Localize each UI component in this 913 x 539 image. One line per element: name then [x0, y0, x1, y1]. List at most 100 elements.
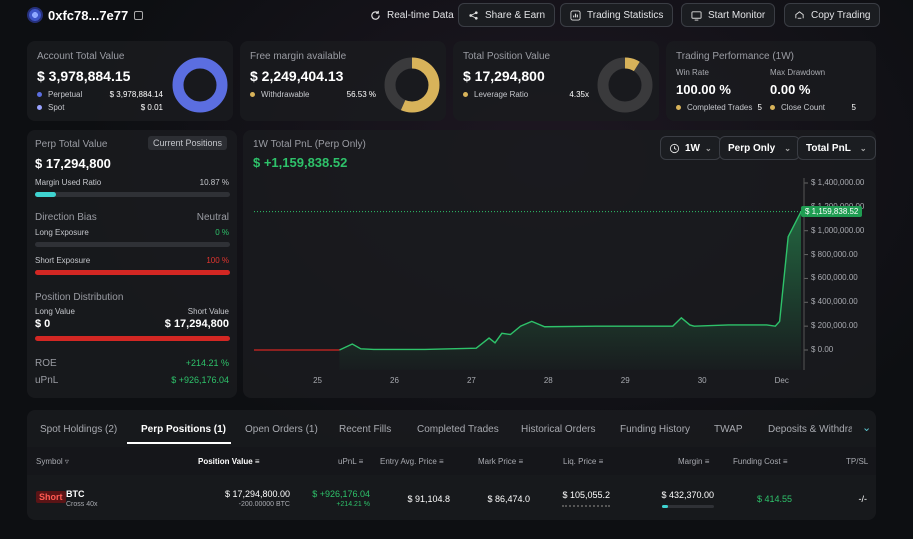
y-tick-label: $ 1,400,000.00	[811, 178, 865, 187]
margin-value: $ 432,370.00	[661, 490, 714, 500]
trading-statistics-button[interactable]: Trading Statistics	[560, 3, 674, 27]
long-exposure-label: Long Exposure	[35, 228, 89, 237]
winrate-label: Win Rate	[676, 68, 709, 77]
long-exposure-bar	[35, 242, 230, 247]
header-position-value[interactable]: Position Value ≡	[198, 457, 260, 466]
upnl-label: uPnL	[35, 375, 59, 386]
perp-row: Perpetual $ 3,978,884.14	[37, 90, 163, 99]
liq-distance-bar	[562, 505, 610, 507]
direction-bias-value: Neutral	[196, 212, 229, 223]
short-exposure-value: 100 %	[206, 256, 229, 265]
tab-spot-holdings[interactable]: Spot Holdings (2)	[40, 424, 118, 435]
chevron-down-icon: ⌄	[784, 143, 791, 153]
copy-trading-icon	[795, 10, 804, 19]
symbol[interactable]: BTC	[66, 489, 85, 499]
account-value-card: Account Total Value $ 3,978,884.15 Perpe…	[27, 41, 233, 121]
y-tick-label: $ 1,000,000.00	[811, 225, 865, 235]
header-margin[interactable]: Margin ≡	[678, 457, 710, 466]
realtime-data-label: Real-time Data	[387, 9, 454, 21]
short-exposure-label: Short Exposure	[35, 256, 91, 265]
margin-used-label: Margin Used Ratio	[35, 178, 102, 187]
free-margin-card: Free margin available $ 2,249,404.13 Wit…	[240, 41, 446, 121]
y-tick-label: $ 0.00	[811, 345, 834, 354]
avatar	[27, 7, 43, 23]
share-icon	[469, 10, 478, 20]
drawdown-value: 0.00 %	[770, 82, 811, 97]
perp-total-label: Perp Total Value	[35, 139, 108, 150]
tab-open-orders[interactable]: Open Orders (1)	[245, 424, 318, 435]
tab-historical-orders[interactable]: Historical Orders	[521, 424, 596, 435]
tpsl-value[interactable]: -/-	[858, 494, 868, 504]
tab-recent-fills[interactable]: Recent Fills	[339, 424, 392, 435]
perp-total-value: $ 17,294,800	[35, 156, 111, 171]
mark-price: $ 86,474.0	[487, 494, 530, 504]
short-value-label: Short Value	[187, 307, 229, 316]
copy-icon[interactable]	[134, 11, 143, 20]
header-liq-price[interactable]: Liq. Price ≡	[563, 457, 604, 466]
share-earn-button[interactable]: Share & Earn	[458, 3, 556, 27]
position-size: -200.00000 BTC	[238, 501, 290, 508]
tab-twap[interactable]: TWAP	[714, 424, 743, 435]
spot-row: Spot $ 0.01	[37, 103, 163, 112]
table-row[interactable]: Short BTC Cross 40x $ 17,294,800.00 -200…	[27, 478, 876, 518]
sort-icon: ≡	[704, 457, 710, 466]
withdrawable-label: Withdrawable	[261, 90, 310, 99]
free-margin-label: Free margin available	[250, 51, 347, 62]
tab-funding-history[interactable]: Funding History	[620, 424, 691, 435]
performance-label: Trading Performance (1W)	[676, 51, 794, 62]
spot-value: $ 0.01	[140, 103, 163, 112]
leverage-value: 4.35x	[569, 90, 589, 99]
drawdown-label: Max Drawdown	[770, 68, 826, 77]
margin-mode: Cross 40x	[66, 501, 98, 508]
long-exposure-value: 0 %	[215, 228, 229, 237]
margin-used-fill	[35, 192, 57, 197]
spot-dot	[37, 105, 42, 111]
sort-icon: ≡	[518, 457, 524, 466]
position-donut	[597, 57, 653, 113]
sort-icon: ≡	[782, 457, 788, 466]
chart-icon	[570, 9, 581, 21]
sort-icon: ≡	[439, 457, 444, 466]
short-exposure-bar	[35, 270, 230, 275]
copy-trading-button[interactable]: Copy Trading	[784, 3, 881, 27]
pnl-label: 1W Total PnL (Perp Only)	[253, 139, 366, 150]
chevron-down-icon[interactable]: ⌄	[862, 422, 872, 434]
header-mark-price[interactable]: Mark Price ≡	[478, 457, 524, 466]
long-value: $ 0	[35, 318, 51, 330]
account-value-label: Account Total Value	[37, 51, 125, 62]
header-symbol[interactable]: Symbol ▿	[36, 457, 69, 466]
perp-label: Perpetual	[48, 90, 83, 99]
pnl-line-positive	[339, 211, 802, 351]
x-tick-label: 28	[543, 376, 553, 385]
scope-select[interactable]: Perp Only ⌄	[719, 136, 800, 160]
header-upnl[interactable]: uPnL ≡	[338, 457, 364, 466]
x-tick-label: Dec	[774, 376, 789, 385]
pnl-area	[339, 211, 801, 370]
start-monitor-label: Start Monitor	[708, 9, 766, 21]
chevron-down-icon: ⌄	[859, 143, 867, 153]
position-value-card: Total Position Value $ 17,294,800 Levera…	[453, 41, 659, 121]
account-donut	[172, 57, 228, 113]
x-tick-label: 27	[466, 376, 476, 385]
filter-icon: ▿	[64, 457, 69, 466]
current-positions-tag[interactable]: Current Positions	[148, 136, 228, 150]
completed-dot	[676, 105, 681, 111]
row-upnl-pct: +214.21 %	[336, 501, 370, 508]
header-entry-price[interactable]: Entry Avg. Price ≡	[380, 457, 444, 466]
share-earn-label: Share & Earn	[485, 9, 546, 21]
tab-deposits-withdraw[interactable]: Deposits & Withdraw	[768, 424, 852, 435]
tab-completed-trades[interactable]: Completed Trades	[417, 424, 499, 435]
position-value: $ 17,294,800.00	[224, 489, 290, 499]
completed-value: 5	[757, 103, 762, 112]
margin-used-value: 10.87 %	[199, 178, 229, 187]
sort-icon: ≡	[598, 457, 604, 466]
realtime-data-button[interactable]: Real-time Data	[360, 3, 464, 27]
start-monitor-button[interactable]: Start Monitor	[681, 3, 776, 27]
header-funding-cost[interactable]: Funding Cost ≡	[733, 457, 788, 466]
completed-row: Completed Trades 5	[676, 103, 762, 112]
close-dot	[770, 105, 775, 111]
copy-trading-label: Copy Trading	[811, 9, 871, 21]
tab-perp-positions[interactable]: Perp Positions (1)	[141, 424, 227, 435]
metric-select[interactable]: Total PnL ⌄	[797, 136, 876, 160]
margin-used-bar	[35, 192, 230, 197]
